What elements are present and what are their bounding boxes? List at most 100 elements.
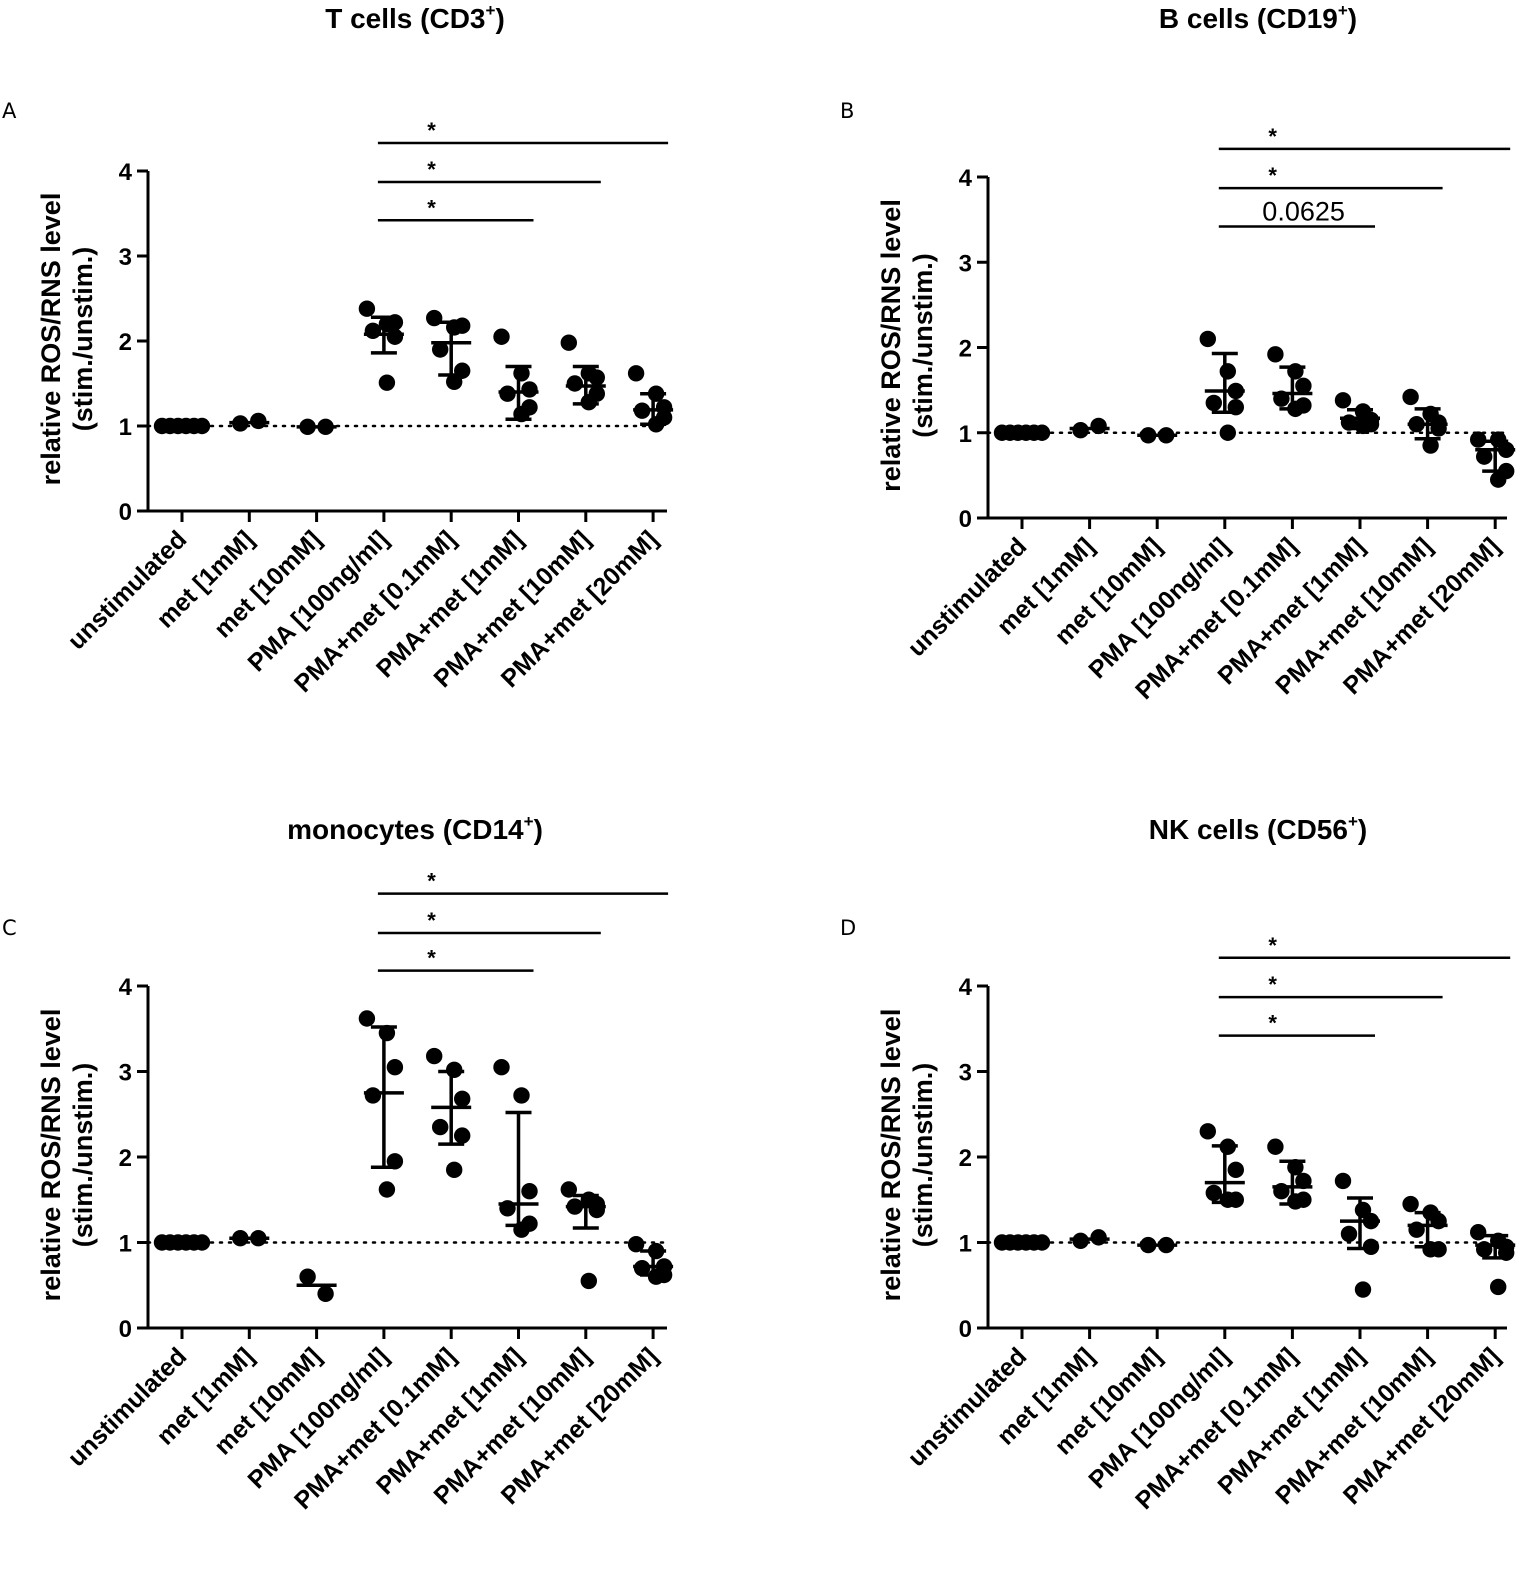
data-point [432,1118,449,1136]
data-point [386,1153,404,1170]
data-point [299,1268,316,1285]
significance-label: * [427,908,436,933]
panel-letter: A [2,99,17,123]
data-point [1090,417,1107,435]
data-point [521,1183,538,1200]
data-point [513,1087,530,1104]
significance-label: * [1268,124,1277,149]
y-tick-label: 2 [959,336,972,363]
data-point [1199,1123,1217,1140]
y-tick-label: 1 [119,414,132,441]
significance-label: * [427,869,436,894]
y-axis-label: relative ROS/RNS level [876,199,906,492]
y-tick-label: 4 [959,974,973,1001]
data-point [1219,363,1237,380]
data-point [1340,1225,1358,1243]
data-point [588,1201,605,1219]
data-point [580,1272,597,1290]
chart-title: monocytes (CD14+) [287,812,543,845]
y-tick-label: 2 [119,329,132,356]
data-point [426,1047,443,1065]
data-point [1422,1241,1439,1258]
data-point [560,1181,577,1198]
y-tick-label: 0 [959,506,972,533]
x-tick-label: unstimulated [902,532,1032,662]
significance-label: * [1268,933,1277,958]
panel-d: D NK cells (CD56+) relative ROS/RNS level(… [840,812,1516,1515]
significance-label: * [427,946,436,971]
significance-label: * [1268,163,1277,188]
y-axis-label-units: (stim./unstim.) [908,253,938,438]
data-point [1422,437,1439,454]
significance-label: 0.0625 [1262,196,1345,226]
data-point [364,1087,382,1104]
data-point [1490,1278,1507,1296]
y-tick-label: 3 [959,250,972,277]
data-point [1227,1161,1245,1179]
data-point [560,334,577,351]
data-point [1219,1191,1237,1208]
data-point [358,1010,376,1027]
significance-label: * [1268,1011,1277,1036]
data-point [1267,1138,1284,1155]
data-point [1199,330,1217,348]
data-point [1470,431,1487,448]
y-tick-label: 2 [959,1145,972,1172]
data-point [386,328,404,345]
data-point [378,374,396,391]
y-tick-label: 2 [119,1145,132,1172]
y-tick-label: 0 [959,1316,972,1343]
panel-b: B B cells (CD19+) relative ROS/RNS level (s… [840,1,1516,705]
panel-a: A T cells (CD3+) relative ROS/RNS level (st… [2,1,674,698]
data-point [454,317,471,334]
significance-label: * [1268,972,1277,997]
significance-label: * [427,195,436,220]
significance-label: * [427,157,436,182]
data-point [446,1161,463,1179]
panel-letter: D [840,916,856,940]
data-point [358,300,376,317]
data-point [1287,1193,1304,1210]
data-point [1476,448,1493,465]
chart-title: NK cells (CD56+) [1149,812,1367,845]
y-axis-label: relative ROS/RNS level [36,1009,66,1302]
data-point [1402,1195,1419,1213]
y-axis-label-units: (stim./unstim.) [908,1063,938,1248]
data-point [588,369,605,386]
y-tick-label: 1 [119,1231,132,1258]
y-axis-label: relative ROS/RNS level [36,193,66,486]
y-axis-label-units: (stim./unstim.) [68,1063,98,1248]
data-point [1402,388,1419,406]
x-tick-label: unstimulated [62,1342,192,1472]
y-tick-label: 4 [119,974,133,1001]
chart-title: T cells (CD3+) [325,1,505,34]
y-tick-label: 4 [959,165,973,192]
y-axis-label-units: (stim./unstim.) [68,247,98,432]
data-point [493,1059,510,1076]
data-point [1334,392,1352,409]
data-point [386,1059,404,1076]
data-point [1295,377,1312,395]
data-point [364,322,382,339]
data-point [627,365,645,382]
x-tick-label: unstimulated [902,1342,1032,1472]
data-point [378,1181,396,1198]
y-tick-label: 0 [119,499,132,526]
y-tick-label: 0 [119,1316,132,1343]
data-point [454,1090,471,1108]
data-point [1295,1172,1312,1190]
data-point [566,375,583,392]
data-point [1490,471,1507,488]
data-point [1354,417,1372,435]
y-tick-label: 4 [119,159,133,186]
panel-letter: B [840,99,854,123]
data-point [1334,1172,1352,1190]
y-tick-label: 3 [959,1060,972,1087]
panel-letter: C [2,916,17,940]
y-tick-label: 1 [959,1231,972,1258]
data-point [454,1127,471,1144]
significance-label: * [427,118,436,143]
data-point [1205,394,1223,412]
